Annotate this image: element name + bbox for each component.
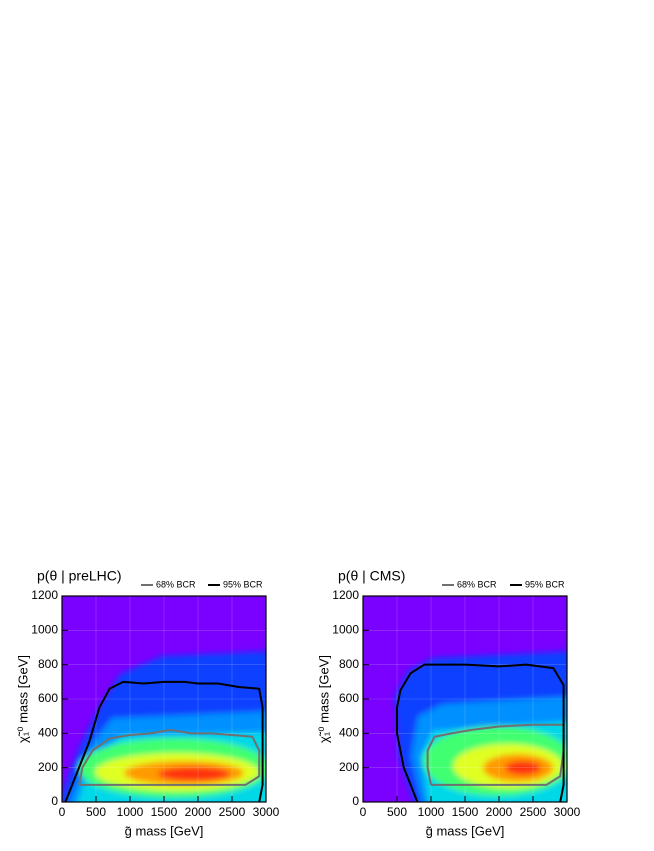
- y-tick-label: 200: [38, 760, 58, 774]
- x-tick-label: 2500: [219, 805, 246, 819]
- x-tick-label: 0: [360, 805, 367, 819]
- x-axis-label: g̃ mass [GeV]: [125, 823, 204, 838]
- y-tick-label: 1200: [332, 588, 359, 602]
- legend-label: 68% BCR: [156, 579, 196, 589]
- chart-title: p(θ | preLHC): [37, 568, 122, 584]
- x-tick-label: 2500: [520, 805, 547, 819]
- y-tick-label: 400: [38, 726, 58, 740]
- x-tick-label: 500: [86, 805, 106, 819]
- x-tick-label: 1000: [117, 805, 144, 819]
- x-tick-label: 1000: [418, 805, 445, 819]
- x-tick-label: 3000: [554, 805, 581, 819]
- y-tick-label: 0: [352, 794, 359, 808]
- contour-line: [78, 728, 261, 786]
- y-tick-label: 1000: [332, 623, 359, 637]
- y-tick-label: 1000: [31, 623, 58, 637]
- density-map: [62, 596, 266, 802]
- x-tick-label: 1500: [151, 805, 178, 819]
- y-axis-label: χ̃₁⁰ mass [GeV]: [316, 655, 331, 743]
- legend-label: 95% BCR: [525, 579, 565, 589]
- x-tick-label: 1500: [452, 805, 479, 819]
- x-axis-label: g̃ mass [GeV]: [426, 823, 505, 838]
- y-tick-label: 200: [339, 760, 359, 774]
- contour-line: [426, 723, 565, 786]
- y-tick-label: 400: [339, 726, 359, 740]
- density-map: [363, 596, 567, 802]
- y-tick-label: 600: [339, 691, 359, 705]
- contour-line: [64, 680, 264, 803]
- y-tick-label: 0: [51, 794, 58, 808]
- x-tick-label: 500: [387, 805, 407, 819]
- x-tick-label: 3000: [253, 805, 280, 819]
- y-axis-label: χ̃₁⁰ mass [GeV]: [15, 655, 30, 743]
- chart-title: p(θ | CMS): [338, 568, 405, 584]
- y-tick-label: 1200: [31, 588, 58, 602]
- contour-line: [396, 663, 565, 803]
- y-tick-label: 800: [339, 657, 359, 671]
- x-tick-label: 2000: [486, 805, 513, 819]
- x-tick-label: 2000: [185, 805, 212, 819]
- legend-label: 68% BCR: [457, 579, 497, 589]
- x-tick-label: 0: [59, 805, 66, 819]
- legend-label: 95% BCR: [223, 579, 263, 589]
- y-tick-label: 800: [38, 657, 58, 671]
- y-tick-label: 600: [38, 691, 58, 705]
